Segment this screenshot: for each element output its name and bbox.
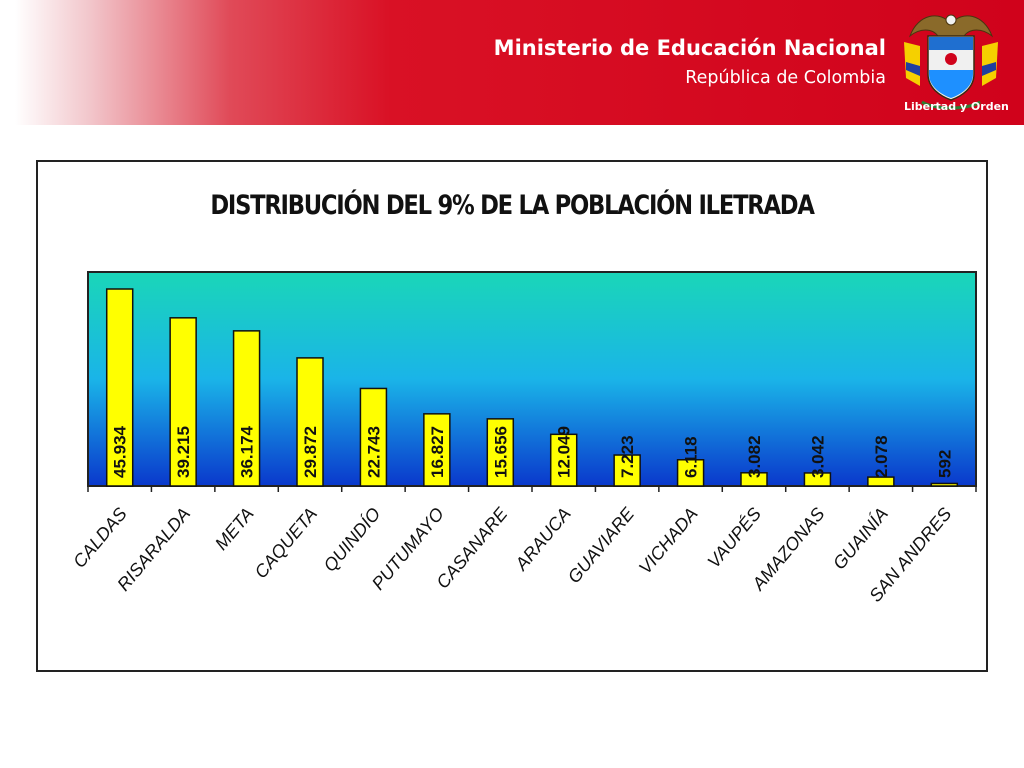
data-label: 2.078 bbox=[872, 435, 891, 478]
bar bbox=[803, 472, 832, 487]
category-label: CAQUETA bbox=[251, 504, 321, 582]
header-banner: Ministerio de Educación Nacional Repúbli… bbox=[0, 0, 1024, 125]
category-label: GUAINÍA bbox=[829, 504, 892, 574]
country-name: República de Colombia bbox=[685, 68, 886, 88]
data-label: 3.042 bbox=[808, 435, 827, 478]
data-label: 16.827 bbox=[428, 426, 447, 478]
bar bbox=[105, 288, 134, 487]
category-label: GUAVIARE bbox=[564, 503, 639, 587]
data-label: 29.872 bbox=[301, 426, 320, 478]
category-label: ARAUCA bbox=[511, 504, 575, 575]
category-label: META bbox=[211, 504, 258, 554]
bar bbox=[169, 317, 197, 487]
data-label: 39.215 bbox=[174, 426, 193, 478]
bar bbox=[359, 387, 388, 487]
bar bbox=[676, 459, 705, 487]
motto: Libertad y Orden bbox=[904, 100, 1009, 113]
ministry-name: Ministerio de Educación Nacional bbox=[493, 36, 886, 60]
data-label: 15.656 bbox=[491, 426, 510, 478]
bar bbox=[930, 482, 959, 487]
bar bbox=[549, 433, 578, 487]
chart-frame: DISTRIBUCIÓN DEL 9% DE LA POBLACIÓN ILET… bbox=[36, 160, 988, 672]
chart-title: DISTRIBUCIÓN DEL 9% DE LA POBLACIÓN ILET… bbox=[210, 190, 815, 221]
bar bbox=[423, 413, 451, 487]
bar-chart: 45.934CALDAS39.215RISARALDA36.174META29.… bbox=[69, 271, 977, 606]
data-label: 12.049 bbox=[555, 426, 574, 478]
category-label: QUINDÍO bbox=[320, 504, 385, 576]
data-label: 7.223 bbox=[618, 435, 637, 478]
bar bbox=[867, 476, 895, 487]
data-label: 36.174 bbox=[238, 425, 257, 478]
data-label: 6.118 bbox=[682, 436, 701, 478]
bar bbox=[296, 357, 324, 487]
data-label: 3.082 bbox=[745, 435, 764, 478]
bar bbox=[232, 330, 261, 487]
bar bbox=[740, 472, 768, 487]
category-label: CALDAS bbox=[69, 504, 131, 572]
data-label: 45.934 bbox=[111, 425, 130, 478]
plot-area bbox=[87, 271, 977, 487]
bar bbox=[486, 418, 515, 487]
category-label: VAUPÉS bbox=[703, 504, 765, 572]
bar bbox=[613, 454, 641, 487]
colombia-coat-of-arms-icon bbox=[904, 14, 998, 110]
data-label: 22.743 bbox=[364, 426, 383, 478]
data-label: 592 bbox=[935, 450, 954, 478]
category-label: VICHADA bbox=[635, 504, 702, 578]
